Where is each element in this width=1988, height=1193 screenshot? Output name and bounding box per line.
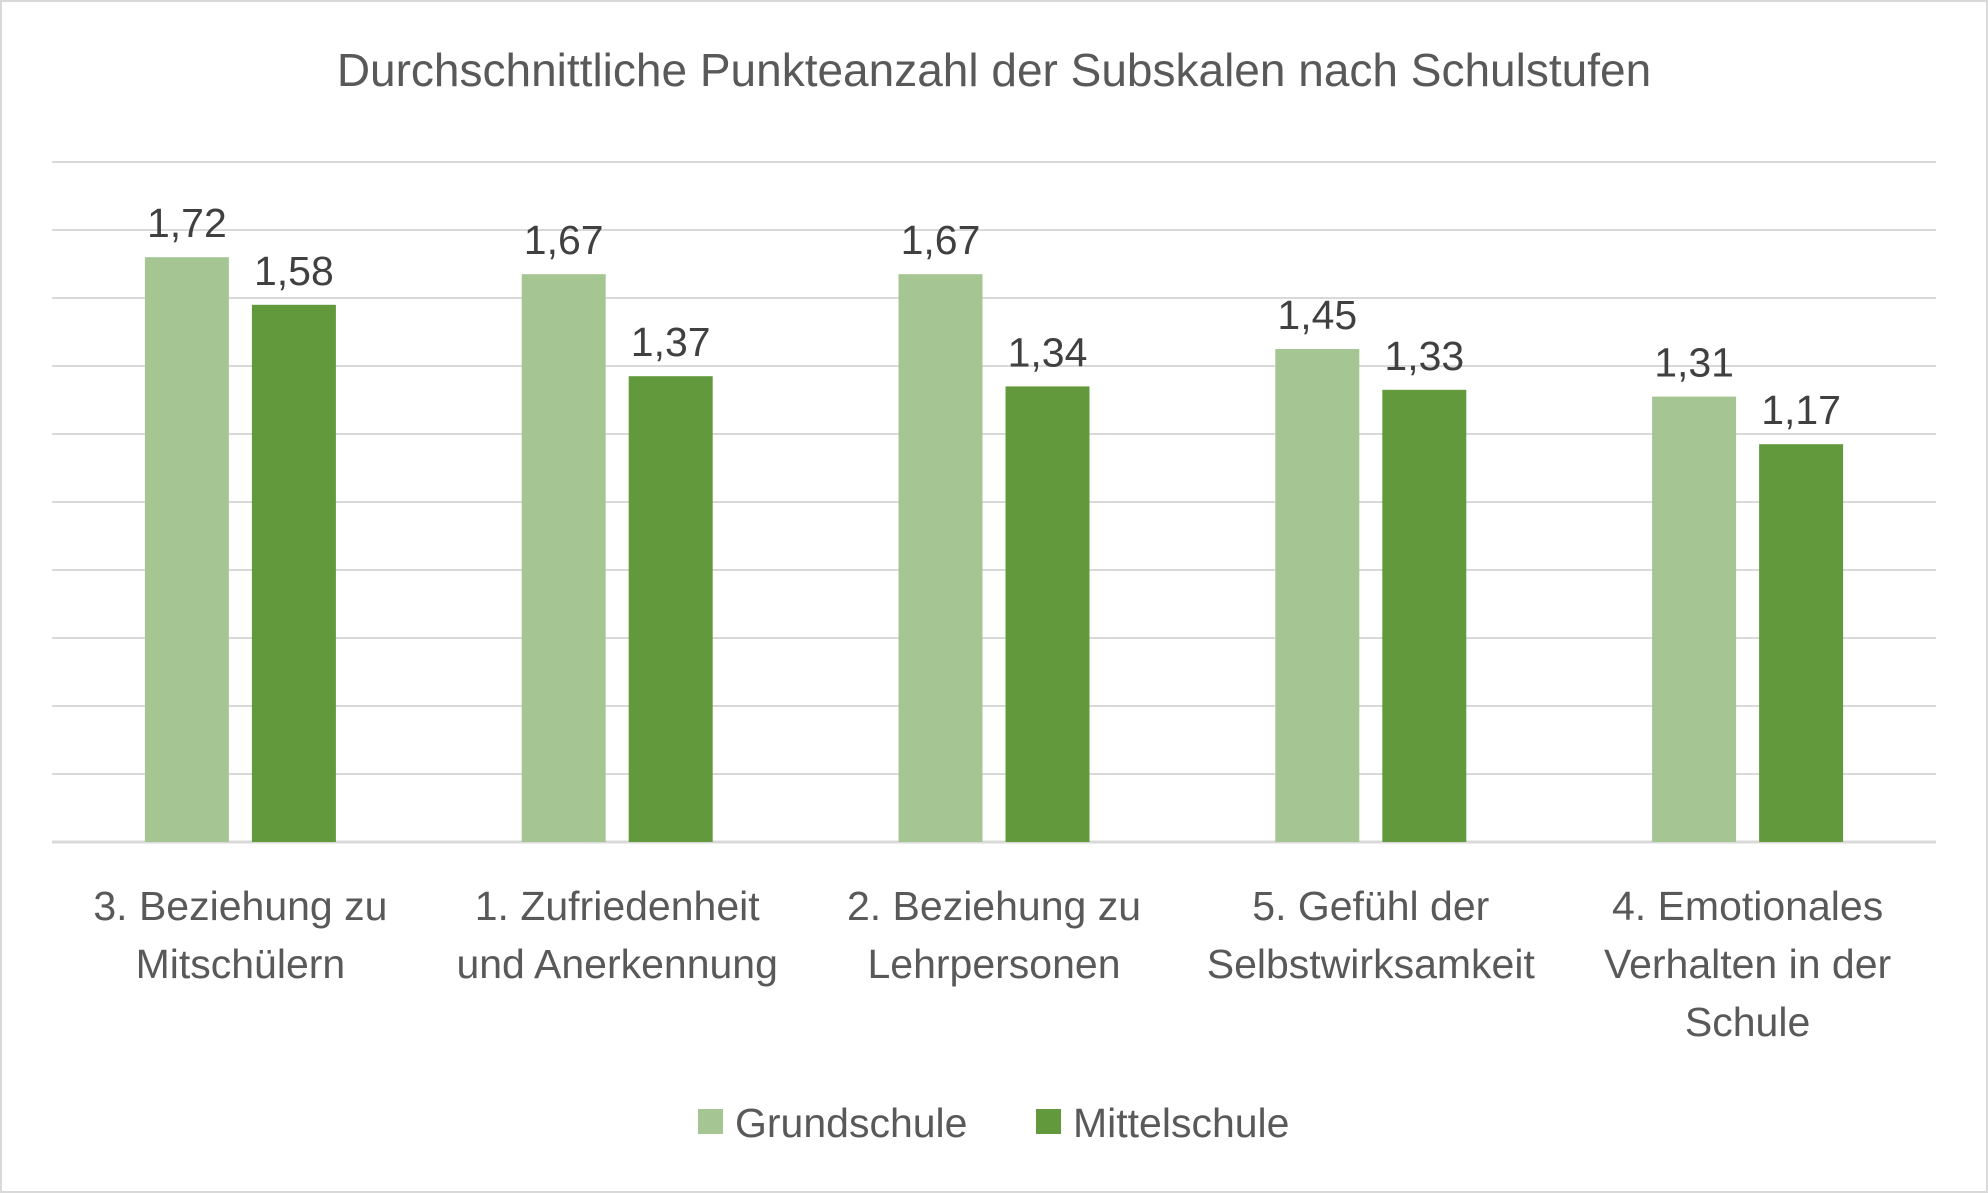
data-label-mittelschule-2: 1,37 bbox=[631, 319, 711, 365]
data-label-grundschule-4: 1,45 bbox=[1277, 292, 1357, 338]
bar-grundschule-3 bbox=[898, 274, 983, 842]
bar-series bbox=[144, 257, 1844, 842]
legend-swatch-mittelschule bbox=[1036, 1109, 1061, 1134]
data-label-grundschule-5: 1,31 bbox=[1654, 340, 1734, 386]
gridlines bbox=[52, 161, 1936, 844]
category-label-5: 4. Emotionales bbox=[1612, 883, 1883, 929]
data-label-grundschule-3: 1,67 bbox=[901, 217, 981, 263]
data-label-mittelschule-3: 1,34 bbox=[1008, 329, 1088, 375]
data-label-mittelschule-1: 1,58 bbox=[254, 248, 334, 294]
bar-grundschule-1 bbox=[144, 257, 229, 842]
category-label-4: Selbstwirksamkeit bbox=[1207, 941, 1536, 987]
category-label-1: Mitschülern bbox=[136, 941, 346, 987]
bar-grundschule-5 bbox=[1652, 396, 1737, 842]
legend: Grundschule Mittelschule bbox=[698, 1100, 1289, 1146]
category-axis: 3. Beziehung zu Mitschülern 1. Zufriedenhe… bbox=[93, 883, 1891, 1045]
bar-mittelschule-2 bbox=[628, 376, 713, 842]
category-label-3: Lehrpersonen bbox=[867, 941, 1120, 987]
bar-mittelschule-5 bbox=[1759, 444, 1844, 842]
data-label-grundschule-1: 1,72 bbox=[147, 200, 227, 246]
bar-mittelschule-4 bbox=[1382, 389, 1467, 842]
data-labels: 1,72 1,58 1,67 1,37 1,67 1,34 1,45 1,33 1,31 1,17 bbox=[147, 200, 1841, 433]
bar-mittelschule-3 bbox=[1005, 386, 1090, 842]
category-label-5: Schule bbox=[1685, 999, 1810, 1045]
bar-grundschule-2 bbox=[521, 274, 606, 842]
data-label-mittelschule-5: 1,17 bbox=[1761, 387, 1841, 433]
legend-label-grundschule: Grundschule bbox=[735, 1100, 967, 1146]
category-label-2: und Anerkennung bbox=[456, 941, 777, 987]
legend-swatch-grundschule bbox=[698, 1109, 723, 1134]
bar-grundschule-4 bbox=[1275, 349, 1360, 842]
category-label-4: 5. Gefühl der bbox=[1252, 883, 1489, 929]
legend-label-mittelschule: Mittelschule bbox=[1073, 1100, 1289, 1146]
category-label-3: 2. Beziehung zu bbox=[847, 883, 1141, 929]
data-label-grundschule-2: 1,67 bbox=[524, 217, 604, 263]
bar-mittelschule-1 bbox=[251, 304, 336, 842]
category-label-2: 1. Zufriedenheit bbox=[475, 883, 761, 929]
chart-title: Durchschnittliche Punkteanzahl der Subsk… bbox=[337, 44, 1651, 96]
category-label-1: 3. Beziehung zu bbox=[93, 883, 387, 929]
category-label-5: Verhalten in der bbox=[1604, 941, 1891, 987]
data-label-mittelschule-4: 1,33 bbox=[1384, 333, 1464, 379]
